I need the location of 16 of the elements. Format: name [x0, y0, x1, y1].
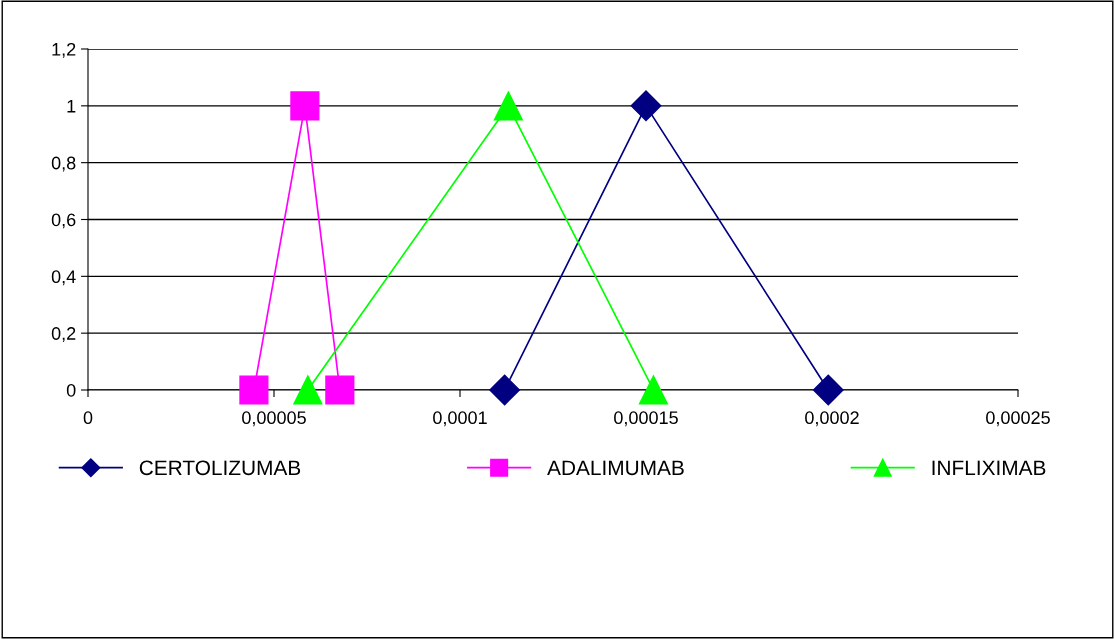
y-tick-label: 1 — [67, 99, 76, 113]
x-tick-label: 0,00015 — [614, 411, 678, 427]
x-tick-label: 0 — [83, 411, 93, 425]
x-tick-label: 0,00025 — [986, 411, 1050, 427]
y-tick-label: 0,2 — [51, 327, 76, 343]
y-tick-label: 0 — [66, 383, 76, 397]
legend-label: CERTOLIZUMAB — [139, 460, 301, 476]
legend-label: ADALIMUMAB — [547, 460, 684, 476]
x-tick-label: 0,0002 — [805, 411, 859, 427]
y-tick-label: 0,8 — [51, 156, 76, 172]
legend-label: INFLIXIMAB — [932, 460, 1046, 475]
y-tick-label: 1,2 — [52, 42, 76, 58]
y-tick-label: 0,4 — [51, 270, 76, 286]
x-tick-label: 0,00005 — [242, 411, 306, 427]
x-tick-label: 0,0001 — [433, 411, 487, 427]
y-tick-label: 0,6 — [51, 213, 76, 229]
